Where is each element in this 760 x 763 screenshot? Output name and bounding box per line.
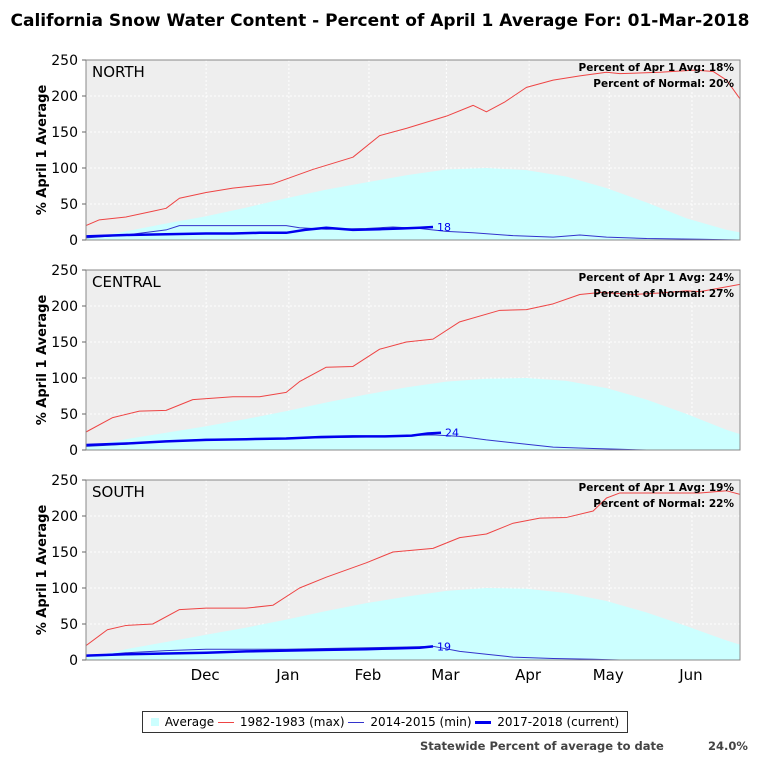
current-value-label: 19 bbox=[437, 640, 451, 653]
y-tick-label: 100 bbox=[51, 581, 78, 597]
y-tick-label: 250 bbox=[51, 263, 78, 279]
series-current-line bbox=[86, 645, 434, 657]
series-min-line bbox=[86, 225, 740, 240]
legend-swatch-current bbox=[475, 720, 492, 724]
panel-north: 0 50 100 150 200 250 % April 1 Average NORTH Per… bbox=[35, 53, 741, 249]
legend-item-average: Average bbox=[150, 715, 215, 729]
y-axis-label: % April 1 Average bbox=[35, 85, 50, 216]
plot-frame bbox=[85, 479, 741, 661]
y-tick-label: 50 bbox=[60, 197, 78, 213]
legend: Average 1982-1983 (max) 2014-2015 (min) … bbox=[142, 711, 628, 733]
legend-item-current: 2017-2018 (current) bbox=[475, 715, 619, 729]
plot-series bbox=[86, 283, 740, 450]
y-axis-label: % April 1 Average bbox=[35, 505, 50, 636]
panel-south: 0 50 100 150 200 250 % April 1 Average SOUTH Per… bbox=[35, 473, 741, 669]
series-average-area bbox=[86, 588, 740, 660]
x-month-label: Jan bbox=[275, 666, 299, 684]
stat-percent-normal: Percent of Normal: 22% bbox=[593, 498, 734, 510]
region-label: CENTRAL bbox=[92, 273, 161, 291]
legend-label-current: 2017-2018 (current) bbox=[497, 715, 620, 729]
y-tick-label: 0 bbox=[69, 233, 78, 249]
plot-series bbox=[86, 69, 740, 240]
x-month-label: Feb bbox=[355, 666, 382, 684]
y-tick-label: 50 bbox=[60, 617, 78, 633]
y-tick-label: 150 bbox=[51, 335, 78, 351]
y-axis-label: % April 1 Average bbox=[35, 295, 50, 426]
y-tick-label: 250 bbox=[51, 53, 78, 69]
footer-value: 24.0% bbox=[708, 739, 748, 753]
series-max-line bbox=[86, 69, 740, 227]
legend-label-average: Average bbox=[164, 715, 215, 729]
plot-frame bbox=[85, 269, 741, 451]
series-max-line bbox=[86, 283, 740, 433]
current-value-label: 24 bbox=[445, 427, 459, 440]
plot-series bbox=[86, 490, 740, 660]
legend-item-max: 1982-1983 (max) bbox=[217, 715, 345, 729]
stat-percent-normal: Percent of Normal: 27% bbox=[593, 288, 734, 300]
series-max-line bbox=[86, 490, 740, 647]
y-tick-label: 150 bbox=[51, 125, 78, 141]
y-tick-label: 200 bbox=[51, 89, 78, 105]
legend-swatch-min bbox=[348, 721, 365, 723]
y-tick-label: 200 bbox=[51, 509, 78, 525]
panel-central: 0 50 100 150 200 250 % April 1 Average CENTRAL P… bbox=[35, 263, 741, 459]
y-tick-label: 0 bbox=[69, 653, 78, 669]
stat-percent-normal: Percent of Normal: 20% bbox=[593, 78, 734, 90]
footer-label: Statewide Percent of average to date bbox=[420, 739, 664, 753]
series-min-line bbox=[86, 645, 620, 660]
series-current-line bbox=[86, 225, 434, 238]
y-tick-label: 0 bbox=[69, 443, 78, 459]
plot-frame bbox=[85, 59, 741, 241]
x-month-label: Apr bbox=[515, 666, 542, 684]
y-tick-label: 200 bbox=[51, 299, 78, 315]
x-month-label: Dec bbox=[191, 666, 220, 684]
x-month-label: Mar bbox=[431, 666, 460, 684]
region-label: NORTH bbox=[92, 63, 145, 81]
legend-item-min: 2014-2015 (min) bbox=[348, 715, 472, 729]
region-label: SOUTH bbox=[92, 483, 145, 501]
series-average-area bbox=[86, 378, 740, 450]
y-tick-label: 250 bbox=[51, 473, 78, 489]
stat-percent-apr1: Percent of Apr 1 Avg: 18% bbox=[579, 62, 735, 74]
chart-canvas: 0 50 100 150 200 250 % April 1 Average NORTH Per… bbox=[35, 53, 741, 684]
stat-percent-apr1: Percent of Apr 1 Avg: 19% bbox=[579, 482, 735, 494]
y-tick-label: 100 bbox=[51, 371, 78, 387]
current-value-label: 18 bbox=[437, 221, 451, 234]
y-tick-label: 100 bbox=[51, 161, 78, 177]
legend-label-min: 2014-2015 (min) bbox=[370, 715, 472, 729]
legend-swatch-max bbox=[217, 721, 234, 723]
y-tick-label: 150 bbox=[51, 545, 78, 561]
series-average-area bbox=[86, 168, 740, 240]
x-month-label: May bbox=[593, 666, 624, 684]
y-tick-label: 50 bbox=[60, 407, 78, 423]
legend-swatch-average bbox=[150, 718, 159, 726]
series-current-line bbox=[86, 431, 442, 447]
legend-label-max: 1982-1983 (max) bbox=[239, 715, 345, 729]
x-month-label: Jun bbox=[678, 666, 702, 684]
stat-percent-apr1: Percent of Apr 1 Avg: 24% bbox=[579, 272, 735, 284]
chart-title: California Snow Water Content - Percent … bbox=[10, 11, 750, 31]
